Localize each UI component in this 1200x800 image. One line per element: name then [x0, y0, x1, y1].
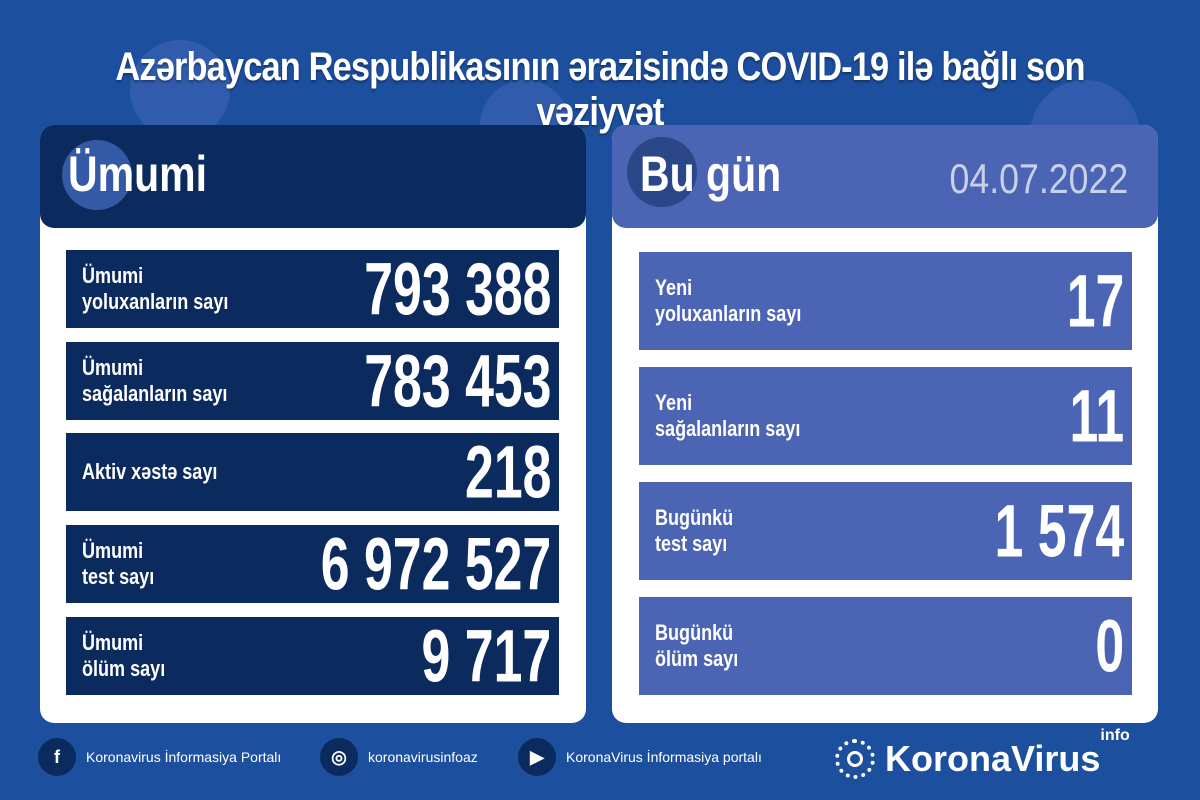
stat-row: Bugünkü ölüm sayı 0 — [639, 597, 1132, 695]
facebook-label: Koronavirus İnformasiya Portalı — [86, 749, 282, 765]
instagram-icon: ◎ — [320, 738, 358, 776]
total-header: Ümumi — [40, 125, 586, 228]
today-panel: Bu gün 04.07.2022 Yeni yoluxanların sayı… — [612, 125, 1158, 723]
stat-value: 218 — [464, 430, 551, 514]
stat-row: Bugünkü test sayı 1 574 — [639, 482, 1132, 580]
logo-sup: info — [1100, 727, 1130, 744]
stat-row: Ümumi yoluxanların sayı 793 388 — [66, 248, 559, 331]
stat-value: 1 574 — [994, 489, 1124, 573]
youtube-link[interactable]: ▶ KoronaVirus İnformasiya portalı — [518, 738, 762, 776]
stat-row: Ümumi test sayı 6 972 527 — [66, 523, 559, 606]
stat-value: 11 — [1069, 374, 1124, 458]
stat-label: Ümumi sağalanların sayı — [82, 355, 228, 406]
page-title: Azərbaycan Respublikasının ərazisində CO… — [115, 45, 1085, 134]
logo-text: KoronaVirus — [885, 738, 1101, 779]
stat-value: 0 — [1095, 604, 1124, 688]
koronavirus-logo: KoronaVirusinfo — [835, 727, 1130, 780]
stat-row: Aktiv xəstə sayı 218 — [66, 431, 559, 514]
stat-value: 793 388 — [363, 247, 551, 331]
stat-value: 6 972 527 — [320, 522, 551, 606]
total-heading: Ümumi — [68, 146, 207, 202]
stat-row: Ümumi ölüm sayı 9 717 — [66, 615, 559, 698]
youtube-label: KoronaVirus İnformasiya portalı — [566, 749, 762, 765]
stat-label: Ümumi yoluxanların sayı — [82, 263, 229, 314]
stat-value: 9 717 — [421, 614, 551, 698]
facebook-icon: f — [38, 738, 76, 776]
stat-value: 17 — [1066, 259, 1124, 343]
stat-label: Ümumi ölüm sayı — [82, 630, 166, 681]
instagram-label: koronavirusinfoaz — [368, 749, 478, 765]
date: 04.07.2022 — [949, 155, 1128, 202]
virus-icon — [627, 137, 697, 207]
stat-row: Yeni yoluxanların sayı 17 — [639, 252, 1132, 350]
stat-row: Yeni sağalanların sayı 11 — [639, 367, 1132, 465]
today-heading: Bu gün — [640, 146, 782, 202]
stat-label: Bugünkü test sayı — [655, 505, 734, 556]
total-panel: Ümumi Ümumi yoluxanların sayı 793 388 Ümu… — [40, 125, 586, 723]
stat-label: Yeni yoluxanların sayı — [655, 275, 802, 326]
stat-row: Ümumi sağalanların sayı 783 453 — [66, 340, 559, 423]
stat-label: Aktiv xəstə sayı — [82, 459, 218, 484]
today-header: Bu gün 04.07.2022 — [612, 125, 1158, 228]
stat-label: Yeni sağalanların sayı — [655, 390, 801, 441]
virus-icon — [62, 140, 132, 210]
youtube-icon: ▶ — [518, 738, 556, 776]
stat-label: Ümumi test sayı — [82, 538, 155, 589]
stat-label: Bugünkü ölüm sayı — [655, 620, 739, 671]
instagram-link[interactable]: ◎ koronavirusinfoaz — [320, 738, 478, 776]
stat-value: 783 453 — [363, 339, 551, 423]
sun-virus-icon — [835, 739, 875, 779]
virus-decoration-icon — [130, 40, 230, 140]
facebook-link[interactable]: f Koronavirus İnformasiya Portalı — [38, 738, 281, 776]
